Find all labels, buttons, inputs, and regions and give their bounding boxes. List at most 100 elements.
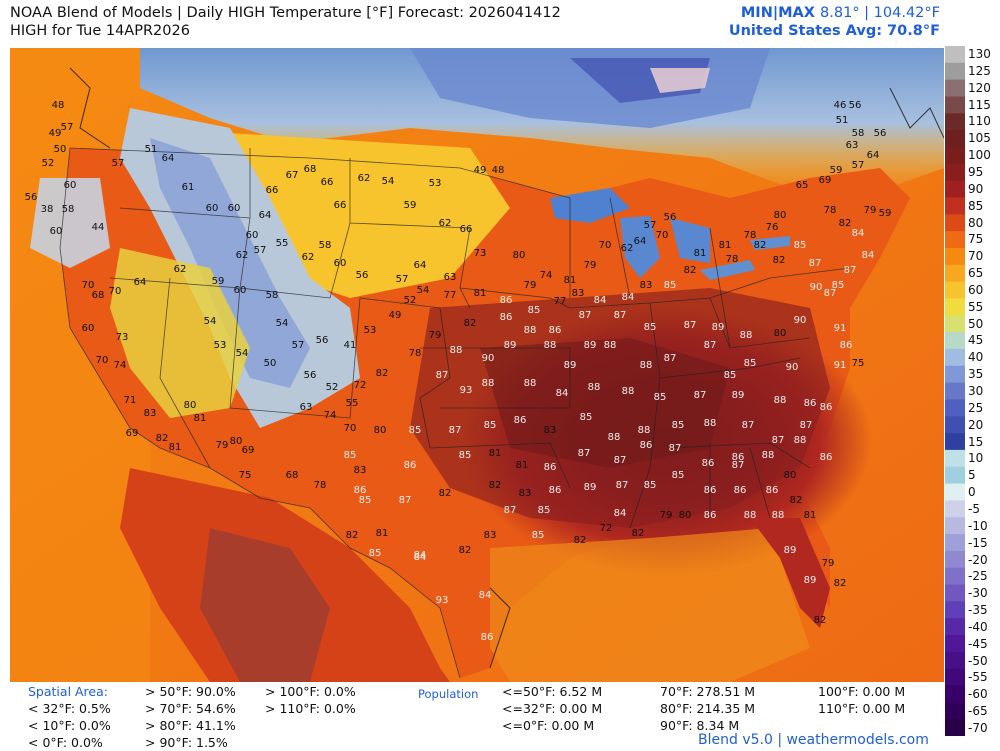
temperature-value: 87	[616, 480, 629, 491]
temperature-value: 54	[417, 285, 430, 296]
map-title: NOAA Blend of Models | Daily HIGH Temper…	[10, 4, 561, 40]
temperature-value: 78	[409, 348, 422, 359]
stat-gt70: > 70°F: 54.6%	[145, 701, 236, 716]
color-scale-swatch	[945, 601, 965, 619]
temperature-value: 59	[404, 200, 417, 211]
pop-70: 70°F: 278.51 M	[660, 684, 756, 699]
temperature-value: 83	[484, 530, 497, 541]
temperature-value: 85	[344, 450, 357, 461]
temperature-value: 86	[840, 340, 853, 351]
temperature-value: 93	[460, 385, 473, 396]
temperature-value: 81	[474, 288, 487, 299]
color-scale-swatch	[945, 130, 965, 148]
color-scale-tick: 70	[968, 249, 984, 264]
temperature-value: 85	[664, 280, 677, 291]
color-scale-tick: -45	[968, 636, 988, 651]
color-scale-tick: 120	[968, 80, 991, 95]
temperature-value: 62	[236, 250, 249, 261]
temperature-value: 87	[684, 320, 697, 331]
stats-panel: MIN|MAX 8.81° | 104.42°F United States A…	[729, 4, 940, 40]
temperature-value: 85	[672, 420, 685, 431]
color-scale-tick: 75	[968, 232, 984, 247]
temperature-value: 89	[732, 390, 745, 401]
temperature-value: 88	[588, 382, 601, 393]
temperature-value: 83	[640, 280, 653, 291]
color-scale-tick: 50	[968, 316, 984, 331]
temperature-value: 74	[114, 360, 127, 371]
temperature-value: 84	[852, 228, 865, 239]
temperature-value: 82	[773, 255, 786, 266]
temperature-value: 49	[49, 128, 62, 139]
temperature-value: 81	[194, 413, 207, 424]
color-scale-swatch	[945, 281, 965, 299]
temperature-value: 59	[212, 276, 225, 287]
pop-110: 110°F: 0.00 M	[818, 701, 906, 716]
temperature-value: 88	[762, 450, 775, 461]
color-scale-tick: -10	[968, 518, 988, 533]
color-scale-swatch	[945, 483, 965, 501]
temperature-value: 52	[42, 158, 55, 169]
temperature-value: 88	[524, 378, 537, 389]
temperature-value: 66	[334, 200, 347, 211]
color-scale-swatch	[945, 298, 965, 316]
color-scale-swatch	[945, 62, 965, 81]
color-scale-tick: 65	[968, 266, 984, 281]
temperature-value: 63	[300, 402, 313, 413]
temperature-value: 87	[504, 505, 517, 516]
statistics-footer: Spatial Area: < 32°F: 0.5% < 10°F: 0.0% …	[0, 684, 945, 750]
temperature-value: 82	[574, 535, 587, 546]
color-scale-swatch	[945, 668, 965, 687]
temperature-value: 67	[286, 170, 299, 181]
color-scale-tick: -30	[968, 586, 988, 601]
temperature-value: 86	[734, 485, 747, 496]
temperature-value: 51	[836, 115, 849, 126]
temperature-value: 84	[614, 508, 627, 519]
temperature-value: 82	[376, 368, 389, 379]
temperature-value: 62	[439, 218, 452, 229]
color-scale-swatch	[945, 382, 965, 400]
color-scale-swatch	[945, 584, 965, 602]
color-scale-tick: 85	[968, 198, 984, 213]
temperature-value: 87	[614, 310, 627, 321]
temperature-value: 87	[800, 420, 813, 431]
temperature-value: 88	[450, 345, 463, 356]
color-scale-tick: 130	[968, 47, 991, 61]
temperature-value: 50	[264, 358, 277, 369]
color-scale-swatch	[945, 315, 965, 333]
temperature-value: 75	[852, 358, 865, 369]
color-scale-tick: 55	[968, 299, 984, 314]
lake-ontario	[750, 236, 790, 250]
temperature-value: 87	[809, 258, 822, 269]
temperature-value: 64	[134, 277, 147, 288]
color-scale-tick: 105	[968, 131, 991, 146]
temperature-value: 80	[230, 436, 243, 447]
temperature-value: 80	[774, 210, 787, 221]
pop-90: 90°F: 8.34 M	[660, 718, 740, 733]
temperature-value: 83	[144, 408, 157, 419]
temperature-value: 90	[810, 282, 823, 293]
color-scale-swatch	[945, 146, 965, 165]
temperature-value: 84	[414, 550, 427, 561]
temperature-value: 86	[481, 632, 494, 643]
temperature-value: 85	[724, 370, 737, 381]
color-scale-tick: 40	[968, 350, 984, 365]
temperature-value: 64	[414, 260, 427, 271]
temperature-value: 74	[324, 410, 337, 421]
temperature-value: 84	[479, 590, 492, 601]
color-scale-tick: 110	[968, 114, 991, 129]
color-scale-swatch	[945, 618, 965, 636]
temperature-value: 82	[814, 615, 827, 626]
temperature-value: 48	[52, 100, 65, 111]
color-scale-tick: -35	[968, 603, 988, 618]
temperature-value: 60	[50, 226, 63, 237]
temperature-value: 86	[704, 485, 717, 496]
color-scale-tick: 80	[968, 215, 984, 230]
temperature-value: 86	[514, 415, 527, 426]
temperature-value: 84	[556, 388, 569, 399]
color-scale-tick: 10	[968, 451, 984, 466]
temperature-value: 83	[519, 488, 532, 499]
temperature-value: 55	[276, 238, 289, 249]
color-scale-bar	[945, 46, 965, 736]
stat-gt50: > 50°F: 90.0%	[145, 684, 236, 699]
temperature-value: 64	[634, 236, 647, 247]
